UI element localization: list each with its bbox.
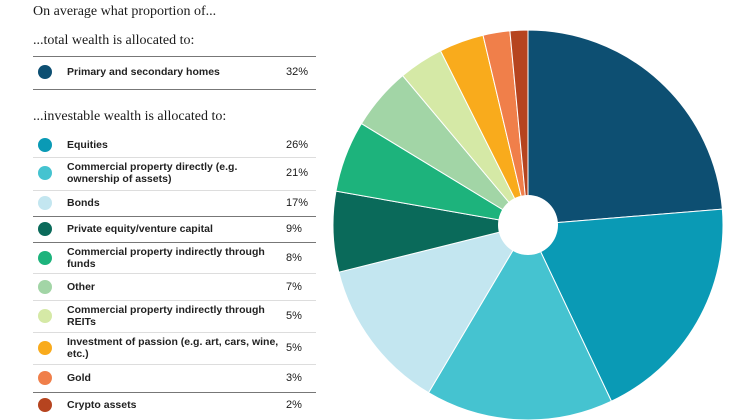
legend-value: 21% xyxy=(286,167,309,179)
legend-row: Investment of passion (e.g. art, cars, w… xyxy=(33,333,316,363)
legend-row: Commercial property indirectly through f… xyxy=(33,243,316,273)
divider xyxy=(33,89,316,90)
donut-hole xyxy=(498,195,558,255)
legend-swatch xyxy=(38,371,52,385)
legend-label: Commercial property directly (e.g. owner… xyxy=(67,161,238,185)
legend-value: 8% xyxy=(286,252,302,264)
legend-label: Primary and secondary homes xyxy=(67,66,220,78)
legend-row: Primary and secondary homes 32% xyxy=(33,57,316,87)
legend-value: 2% xyxy=(286,399,302,411)
legend-value: 7% xyxy=(286,281,302,293)
legend-swatch xyxy=(38,251,52,265)
legend-row: Private equity/venture capital 9% xyxy=(33,214,316,244)
legend-value: 26% xyxy=(286,139,309,151)
legend-value: 32% xyxy=(286,66,309,78)
legend-label: Gold xyxy=(67,372,91,384)
divider xyxy=(33,300,316,301)
legend-row: Other 7% xyxy=(33,272,316,302)
pie-slice-equities xyxy=(527,208,724,402)
legend-swatch xyxy=(38,222,52,236)
legend-label: Private equity/venture capital xyxy=(67,223,213,235)
legend-value: 17% xyxy=(286,197,309,209)
legend-swatch xyxy=(38,166,52,180)
legend-value: 5% xyxy=(286,310,302,322)
intro-text: On average what proportion of... xyxy=(33,4,217,19)
investable-wealth-heading: ...investable wealth is allocated to: xyxy=(33,109,227,124)
legend-row: Crypto assets 2% xyxy=(33,390,316,420)
divider xyxy=(33,392,316,393)
legend-row: Commercial property directly (e.g. owner… xyxy=(33,158,316,188)
divider xyxy=(33,190,316,191)
legend-swatch xyxy=(38,65,52,79)
legend-row: Commercial property indirectly through R… xyxy=(33,301,316,331)
total-wealth-heading: ...total wealth is allocated to: xyxy=(33,33,195,48)
pie-slice-crypto-assets xyxy=(509,29,529,226)
legend-label: Equities xyxy=(67,139,108,151)
legend-label: Commercial property indirectly through R… xyxy=(67,304,265,328)
legend-swatch xyxy=(38,138,52,152)
divider xyxy=(33,242,316,243)
legend-value: 3% xyxy=(286,372,302,384)
legend-swatch xyxy=(38,309,52,323)
legend-swatch xyxy=(38,341,52,355)
legend-swatch xyxy=(38,398,52,412)
legend-row: Bonds 17% xyxy=(33,188,316,218)
legend-value: 9% xyxy=(286,223,302,235)
pie-slice-commercial-property-directly-e-g-ownership-of-assets xyxy=(427,223,613,420)
divider xyxy=(33,216,316,217)
legend-value: 5% xyxy=(286,342,302,354)
legend-label: Crypto assets xyxy=(67,399,137,411)
legend-label: Commercial property indirectly through f… xyxy=(67,246,265,270)
pie-slice-primary-and-secondary-homes xyxy=(527,29,723,226)
divider xyxy=(33,332,316,333)
legend-swatch xyxy=(38,280,52,294)
divider xyxy=(33,56,316,57)
divider xyxy=(33,157,316,158)
legend-row: Equities 26% xyxy=(33,130,316,160)
legend-label: Investment of passion (e.g. art, cars, w… xyxy=(67,336,279,360)
legend-label: Bonds xyxy=(67,197,100,209)
divider xyxy=(33,273,316,274)
legend-swatch xyxy=(38,196,52,210)
legend-row: Gold 3% xyxy=(33,363,316,393)
legend-label: Other xyxy=(67,281,96,293)
divider xyxy=(33,364,316,365)
